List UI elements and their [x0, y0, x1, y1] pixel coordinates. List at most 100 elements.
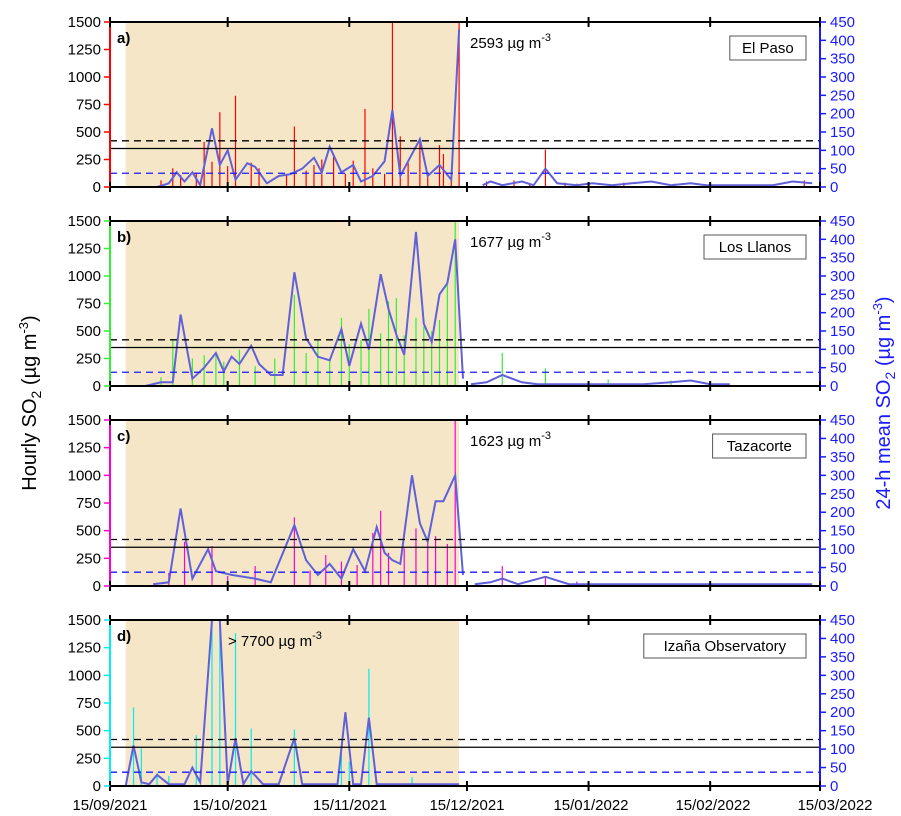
x-tick-label: 15/01/2022	[553, 797, 628, 814]
left-tick-label: 250	[76, 550, 101, 567]
x-tick-label: 15/03/2022	[797, 797, 872, 814]
left-tick-label: 1000	[68, 268, 101, 285]
right-tick-label: 300	[830, 268, 855, 285]
peak-annotation: 2593 µg m-3	[470, 32, 551, 52]
left-tick-label: 750	[76, 695, 101, 712]
left-axis-title: Hourly SO2 (µg m-3)	[16, 315, 44, 490]
right-tick-label: 250	[830, 486, 855, 503]
left-tick-label: 1500	[68, 412, 101, 429]
right-tick-label: 0	[830, 179, 838, 196]
right-tick-label: 100	[830, 541, 855, 558]
daily-mean-line-post-eruption	[474, 575, 813, 586]
right-tick-label: 400	[830, 32, 855, 49]
right-tick-label: 50	[830, 760, 847, 777]
right-tick-label: 300	[830, 69, 855, 86]
eruption-period-shading	[125, 620, 460, 786]
right-tick-label: 400	[830, 231, 855, 248]
peak-annotation-value: 2593 µg m	[470, 35, 541, 52]
right-tick-label: 450	[830, 412, 855, 429]
daily-mean-line	[152, 471, 464, 586]
left-tick-label: 250	[76, 750, 101, 767]
panel-letter: a)	[117, 30, 130, 47]
right-tick-label: 350	[830, 51, 855, 68]
panel-el-paso: 0250500750100012501500050100150200250300…	[68, 14, 855, 196]
panels: 0250500750100012501500050100150200250300…	[68, 14, 855, 795]
right-tick-label: 450	[830, 14, 855, 31]
left-tick-label: 1250	[68, 640, 101, 657]
right-tick-label: 200	[830, 504, 855, 521]
peak-annotation-value: > 7700 µg m	[228, 633, 312, 650]
station-label: Izaña Observatory	[664, 638, 787, 655]
x-tick-labels: 15/09/2021 15/10/2021 15/11/2021 15/12/2…	[72, 797, 872, 814]
peak-annotation-sup: -3	[541, 430, 551, 442]
daily-mean-line	[124, 619, 460, 788]
left-tick-label: 0	[93, 578, 101, 595]
peak-annotation: 1623 µg m-3	[470, 430, 551, 450]
panel-iza-a-observatory: 0250500750100012501500050100150200250300…	[68, 612, 855, 795]
left-tick-label: 1250	[68, 42, 101, 59]
right-tick-label: 250	[830, 286, 855, 303]
panel-letter: c)	[117, 428, 130, 445]
peak-annotation-sup: -3	[541, 32, 551, 44]
x-tick-label: 15/11/2021	[313, 797, 387, 814]
left-tick-label: 500	[76, 124, 101, 141]
x-tick-label: 15/12/2021	[429, 797, 504, 814]
right-tick-label: 100	[830, 741, 855, 758]
right-tick-label: 100	[830, 341, 855, 358]
x-tick-label: 15/10/2021	[192, 797, 267, 814]
peak-annotation: 1677 µg m-3	[470, 231, 551, 251]
peak-annotation-sup: -3	[541, 231, 551, 243]
left-tick-label: 250	[76, 351, 101, 368]
left-tick-label: 1250	[68, 241, 101, 258]
right-tick-label: 50	[830, 161, 847, 178]
x-tick-label: 15/02/2022	[675, 797, 750, 814]
right-tick-label: 450	[830, 213, 855, 230]
left-tick-label: 500	[76, 323, 101, 340]
left-tick-label: 750	[76, 296, 101, 313]
left-tick-label: 250	[76, 152, 101, 169]
peak-annotation: > 7700 µg m-3	[228, 630, 322, 650]
daily-mean-line-post-eruption	[470, 373, 730, 386]
eruption-period-shading	[125, 22, 460, 187]
left-tick-label: 0	[93, 378, 101, 395]
right-tick-label: 400	[830, 430, 855, 447]
right-tick-label: 350	[830, 449, 855, 466]
x-tick-label: 15/09/2021	[72, 797, 147, 814]
station-label-box	[712, 433, 807, 459]
peak-annotation-value: 1677 µg m	[470, 234, 541, 251]
right-axis-title: 24-h mean SO2 (µg m-3)	[870, 296, 898, 509]
right-tick-label: 300	[830, 667, 855, 684]
right-tick-label: 300	[830, 467, 855, 484]
left-tick-label: 1000	[68, 667, 101, 684]
left-tick-label: 750	[76, 495, 101, 512]
right-tick-label: 0	[830, 578, 838, 595]
right-tick-label: 100	[830, 142, 855, 159]
station-label-box	[729, 35, 807, 61]
right-tick-label: 50	[830, 560, 847, 577]
right-tick-label: 0	[830, 378, 838, 395]
right-tick-label: 400	[830, 630, 855, 647]
right-tick-label: 150	[830, 323, 855, 340]
left-tick-label: 1000	[68, 69, 101, 86]
left-tick-label: 500	[76, 523, 101, 540]
right-tick-label: 350	[830, 250, 855, 267]
right-tick-label: 150	[830, 523, 855, 540]
right-tick-label: 250	[830, 87, 855, 104]
station-label: El Paso	[742, 40, 794, 57]
panel-letter: b)	[117, 229, 131, 246]
station-label: Los Llanos	[719, 239, 792, 256]
left-tick-label: 0	[93, 778, 101, 795]
station-label-box	[643, 633, 807, 659]
station-label: Tazacorte	[727, 438, 792, 455]
station-label-box	[703, 234, 807, 260]
left-tick-label: 1500	[68, 14, 101, 31]
left-tick-label: 0	[93, 179, 101, 196]
left-tick-label: 500	[76, 723, 101, 740]
right-tick-label: 450	[830, 612, 855, 629]
right-tick-label: 150	[830, 723, 855, 740]
daily-mean-line	[129, 29, 461, 188]
panel-letter: d)	[117, 628, 131, 645]
right-tick-label: 250	[830, 686, 855, 703]
right-tick-label: 50	[830, 360, 847, 377]
